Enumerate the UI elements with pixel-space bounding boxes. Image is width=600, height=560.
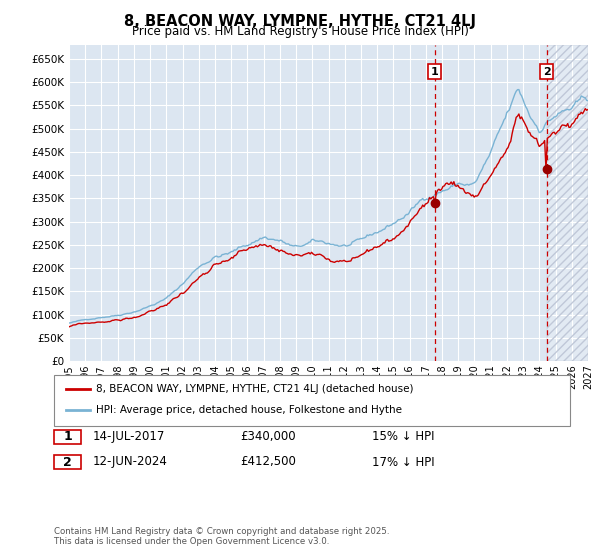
Text: 14-JUL-2017: 14-JUL-2017 [93,430,166,444]
Text: £412,500: £412,500 [240,455,296,469]
Text: 1: 1 [431,67,439,77]
Text: 8, BEACON WAY, LYMPNE, HYTHE, CT21 4LJ: 8, BEACON WAY, LYMPNE, HYTHE, CT21 4LJ [124,14,476,29]
Text: 2: 2 [63,455,72,469]
Text: Price paid vs. HM Land Registry's House Price Index (HPI): Price paid vs. HM Land Registry's House … [131,25,469,38]
Text: 15% ↓ HPI: 15% ↓ HPI [372,430,434,444]
Text: 8, BEACON WAY, LYMPNE, HYTHE, CT21 4LJ (detached house): 8, BEACON WAY, LYMPNE, HYTHE, CT21 4LJ (… [96,384,413,394]
Text: 17% ↓ HPI: 17% ↓ HPI [372,455,434,469]
Text: Contains HM Land Registry data © Crown copyright and database right 2025.
This d: Contains HM Land Registry data © Crown c… [54,526,389,546]
Text: 2: 2 [543,67,551,77]
Text: £340,000: £340,000 [240,430,296,444]
Text: HPI: Average price, detached house, Folkestone and Hythe: HPI: Average price, detached house, Folk… [96,405,402,416]
Text: 1: 1 [63,430,72,444]
Bar [547,45,588,361]
Text: 12-JUN-2024: 12-JUN-2024 [93,455,168,469]
